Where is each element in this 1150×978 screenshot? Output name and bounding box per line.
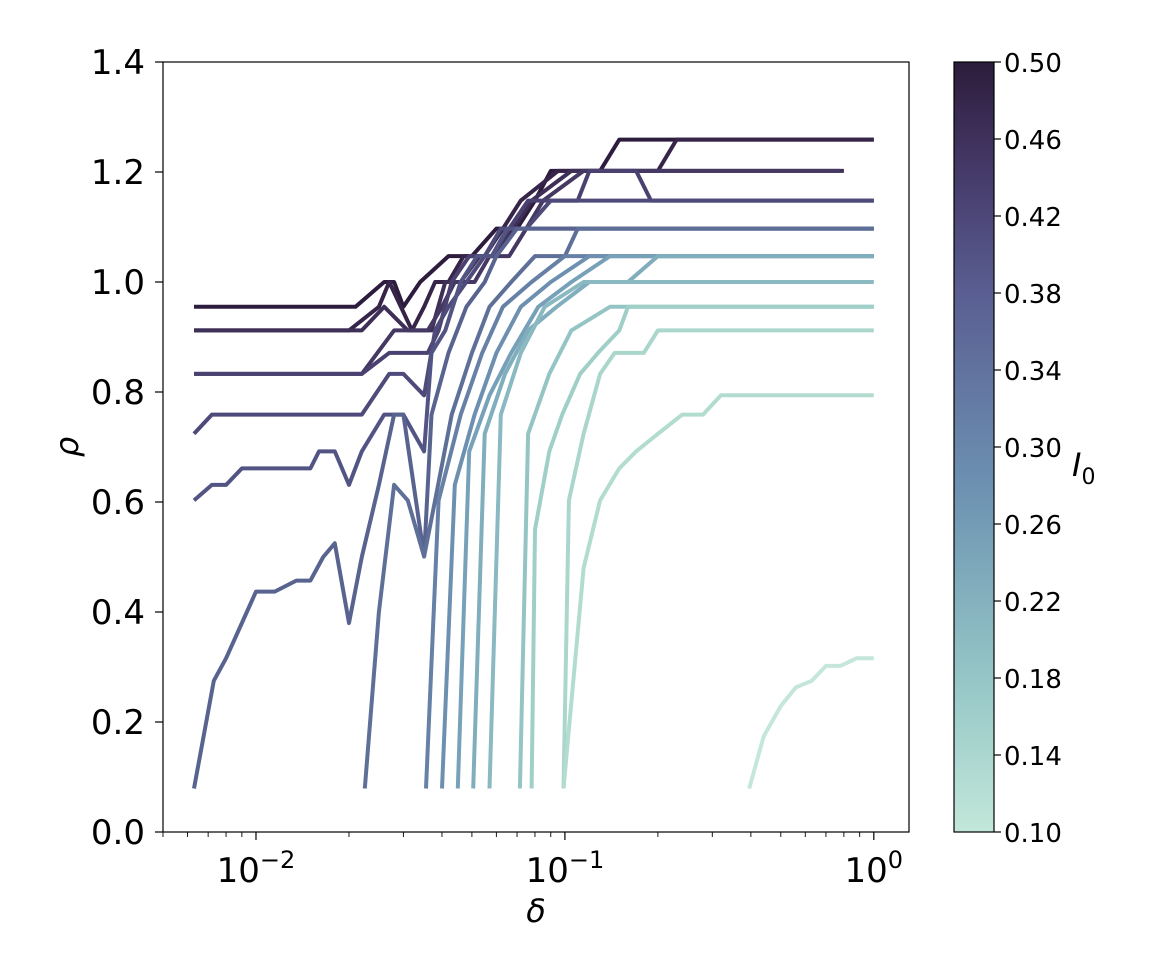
y-tick-label: 1.4 [91,43,145,83]
y-tick-label: 1.0 [91,263,145,303]
colorbar-gradient [953,61,995,833]
x-tick-label: 100 [845,846,904,891]
x-axis-label: δ [526,892,546,930]
colorbar-tick-label: 0.22 [1004,588,1062,618]
colorbar-ticks: 0.10 0.14 0.18 0.22 0.26 0.30 0.34 0.38 0.42 0.46… [994,49,1062,849]
colorbar: 0.10 0.14 0.18 0.22 0.26 0.30 0.34 0.38 0.42 0.46… [953,49,1095,849]
series-line-3 [194,168,841,376]
colorbar-tick-label: 0.14 [1004,742,1062,772]
colorbar-tick-label: 0.34 [1004,357,1062,387]
series-line-10 [440,254,874,789]
x-tick-label: 10−2 [217,846,296,891]
series-line-16 [561,328,874,789]
series-line-11 [455,254,874,789]
x-tick-label: 10−1 [526,846,605,891]
y-tick-label: 0.8 [91,373,145,413]
series-line-6 [192,226,874,502]
series-line-13 [487,280,874,789]
colorbar-label-main: I [1072,446,1081,484]
colorbar-tick-label: 0.10 [1004,819,1062,849]
colorbar-tick-label: 0.30 [1004,434,1062,464]
y-tick-label: 0.6 [91,483,145,523]
y-axis-label: ρ [48,437,86,457]
series-layer [192,137,874,790]
x-axis-ticks: 10−2 10−1 100 [162,832,904,891]
plot-frame [162,61,910,833]
y-tick-label: 1.2 [91,153,145,193]
y-tick-label: 0.4 [91,593,145,633]
y-axis-ticks: 0.0 0.2 0.4 0.6 0.8 1.0 1.2 1.4 [91,43,163,853]
colorbar-tick-label: 0.50 [1004,49,1062,79]
colorbar-label-sub: 0 [1081,465,1095,490]
colorbar-tick-label: 0.18 [1004,665,1062,695]
colorbar-tick-label: 0.46 [1004,126,1062,156]
series-line-12 [471,254,874,789]
series-line-18 [747,656,874,790]
y-tick-label: 0.0 [91,813,145,853]
colorbar-tick-label: 0.26 [1004,511,1062,541]
colorbar-tick-label: 0.38 [1004,280,1062,310]
series-line-1 [194,137,874,333]
series-line-7 [192,226,874,789]
colorbar-label: I0 [1072,446,1095,490]
series-line-8 [362,226,874,789]
series-line-15 [529,304,874,789]
series-line-14 [517,304,874,789]
y-tick-label: 0.2 [91,703,145,743]
colorbar-tick-label: 0.42 [1004,203,1062,233]
series-line-17 [561,393,874,789]
